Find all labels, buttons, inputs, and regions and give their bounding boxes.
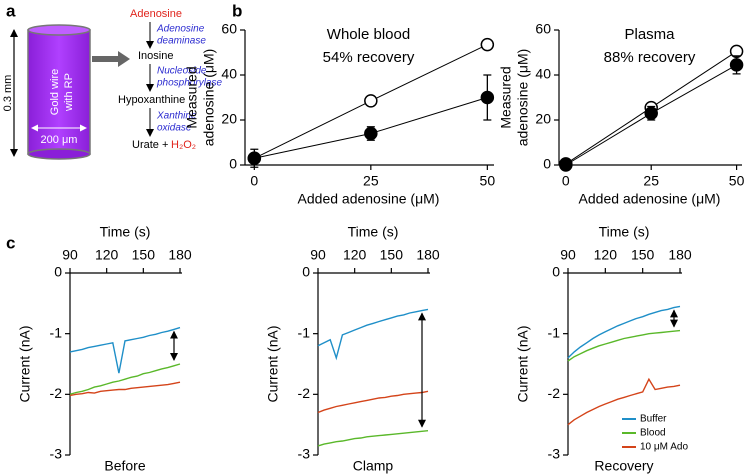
x-axis-label: Time (s) [348,224,399,240]
x-tick-label: 90 [310,247,326,263]
x-tick-label: 150 [380,247,404,263]
trace [69,381,181,397]
y-axis-label: Current (nA) [265,325,281,402]
enzyme: Nucleoside [157,66,207,77]
legend-label: 10 μM Ado [640,442,688,453]
y-tick-label: 40 [221,66,237,82]
panel-caption: Before [104,458,145,474]
x-tick-label: 25 [643,173,659,189]
panel-caption: Recovery [594,458,653,474]
y-tick-label: 0 [229,156,237,172]
y-tick-label: -3 [50,446,63,462]
y-tick-label: -3 [548,446,561,462]
x-tick-label: 90 [560,247,576,263]
x-tick-label: 120 [594,247,618,263]
x-axis-label: Added adenosine (μM) [298,191,440,207]
y-tick-label: 0 [543,156,551,172]
electrode-diagram: 0.3 mm Gold wire with RP 200 μm Adenosin… [2,8,222,160]
trace [69,363,181,395]
legend-label: Buffer [640,414,667,425]
marker [480,90,495,105]
trace [567,329,681,362]
annotation: 54% recovery [323,49,415,66]
x-tick-label: 150 [132,247,156,263]
x-tick-label: 150 [631,247,655,263]
annotation: Whole blood [327,26,410,43]
wire-label: Gold wire [49,69,61,115]
x-tick-label: 25 [363,173,379,189]
y-axis-label: Current (nA) [17,325,33,402]
marker [247,151,262,165]
y-tick-label: -3 [298,446,311,462]
y-tick-label: 0 [552,264,560,280]
width-label: 200 μm [41,134,78,146]
y-axis-label: Measured [498,66,514,128]
wire-label: with RP [63,73,75,112]
y-axis-label: adenosine (μM) [201,49,217,147]
y-tick-label: -2 [298,385,311,401]
trace [567,305,681,359]
enzyme: oxidase [157,123,192,134]
marker [480,37,495,52]
substrate: Adenosine [130,8,182,20]
x-tick-label: 50 [729,173,745,189]
annotation: 88% recovery [604,49,696,66]
trace [69,326,181,374]
marker [364,94,378,108]
y-tick-label: 60 [535,21,551,37]
legend-label: Blood [640,428,666,439]
x-axis-label: Time (s) [599,224,650,240]
marker [729,58,744,72]
trace [317,390,429,414]
panel-label: a [6,1,16,20]
intermediate: Inosine [138,50,173,62]
x-axis-label: Time (s) [100,224,151,240]
x-tick-label: 120 [95,247,119,263]
panel-label: b [232,1,242,20]
enzyme: deaminase [157,36,206,47]
marker [644,106,658,120]
x-tick-label: 120 [343,247,367,263]
x-tick-label: 180 [416,247,440,263]
y-tick-label: 20 [221,111,237,127]
y-tick-label: -1 [298,324,311,340]
y-tick-label: 0 [54,264,62,280]
enzyme: Adenosine [156,24,205,35]
y-tick-label: 40 [535,66,551,82]
trace [317,430,429,447]
y-tick-label: -1 [548,324,561,340]
x-tick-label: 50 [480,173,496,189]
peroxide: H₂O₂ [171,139,196,151]
y-tick-label: -1 [50,324,63,340]
y-tick-label: -2 [50,385,63,401]
trace [567,377,681,426]
y-axis-label: adenosine (μM) [515,49,531,147]
x-tick-label: 0 [562,173,570,189]
y-tick-label: 0 [302,264,310,280]
y-axis-label: Current (nA) [515,325,531,402]
trace [317,308,429,361]
y-axis-label: Measured [184,66,200,128]
enzyme: Xanthine [156,111,197,122]
y-tick-label: 60 [221,21,237,37]
marker [559,158,573,172]
marker [364,126,378,141]
annotation: Plasma [624,26,675,43]
x-tick-label: 180 [168,247,192,263]
x-tick-label: 0 [250,173,258,189]
length-label: 0.3 mm [2,75,14,112]
y-tick-label: 20 [535,111,551,127]
panel-label: c [6,233,15,252]
intermediate: Hypoxanthine [118,94,185,106]
product: Urate + [132,139,168,151]
panel-caption: Clamp [353,458,394,474]
y-tick-label: -2 [548,385,561,401]
enzyme: phosphorylase [156,78,222,89]
x-tick-label: 180 [668,247,692,263]
x-tick-label: 90 [62,247,78,263]
x-axis-label: Added adenosine (μM) [579,191,721,207]
